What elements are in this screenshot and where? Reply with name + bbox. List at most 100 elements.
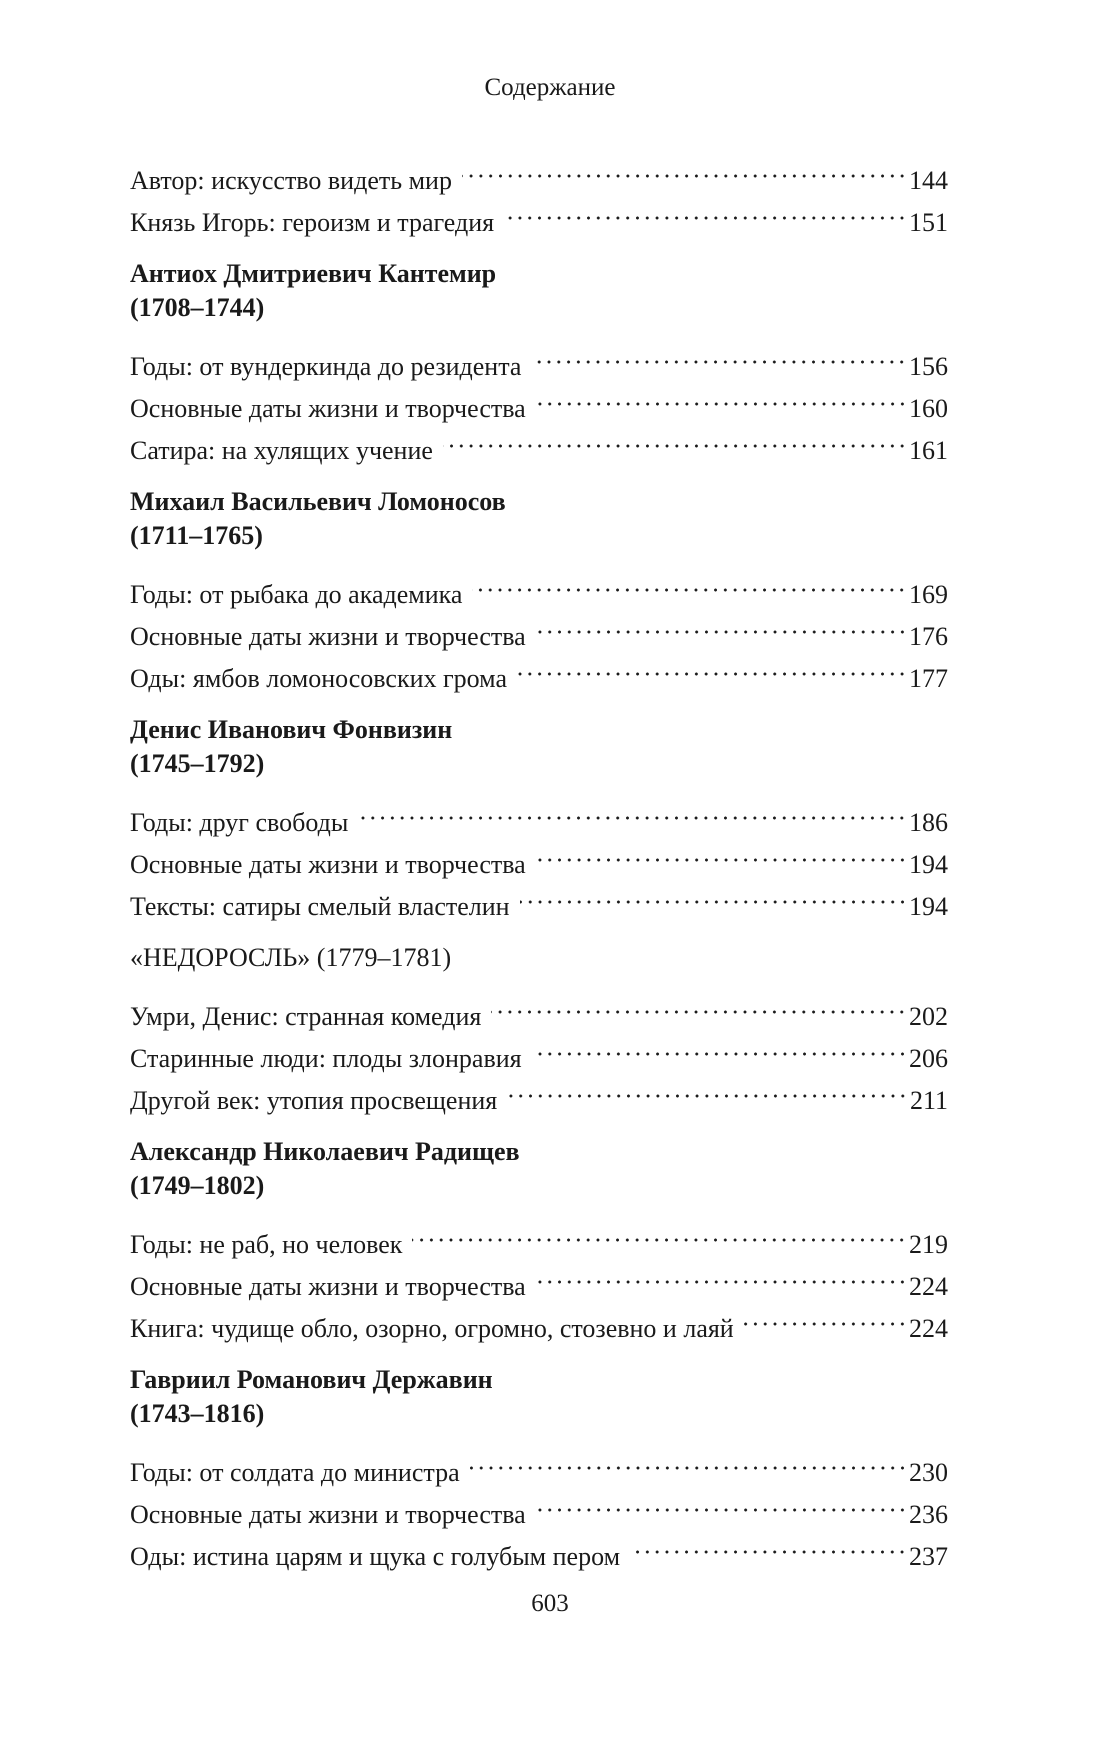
entry-page: 219: [909, 1230, 948, 1259]
toc-section: Денис Иванович Фонвизин (1745–1792) Годы: …: [130, 713, 948, 921]
section-heading-line: (1743–1816): [130, 1399, 265, 1428]
toc-entry: Основные даты жизни и творчества 160: [130, 375, 948, 423]
table-of-contents: Автор: искусство видеть мир 144 Князь Игор…: [130, 147, 948, 1571]
dot-leader: [442, 417, 909, 459]
entry-title: Сатира: на хулящих учение: [130, 436, 433, 465]
dot-leader: [535, 831, 909, 873]
toc-entry: Годы: от вундеркинда до резидента 156: [130, 333, 948, 381]
entry-title: Другой век: утопия просвещения: [130, 1086, 498, 1115]
toc-entry: Умри, Денис: странная комедия 202: [130, 983, 948, 1031]
entry-title: Оды: истина царям и щука с голубым пером: [130, 1542, 621, 1571]
toc-entry: Основные даты жизни и творчества 194: [130, 831, 948, 879]
entry-page: 236: [909, 1500, 948, 1529]
section-heading-line: Денис Иванович Фонвизин: [130, 715, 453, 744]
toc-entry: Старинные люди: плоды злонравия 206: [130, 1025, 948, 1073]
dot-leader: [507, 1067, 910, 1109]
section-heading-line: (1711–1765): [130, 521, 263, 550]
toc-entry: Тексты: сатиры смелый властелин 194: [130, 873, 948, 921]
dot-leader: [743, 1295, 909, 1337]
entry-page: 156: [909, 352, 948, 381]
entry-page: 206: [909, 1044, 948, 1073]
toc-entry: Основные даты жизни и творчества 176: [130, 603, 948, 651]
dot-leader: [531, 333, 909, 375]
entry-page: 160: [909, 394, 948, 423]
toc-entry: Основные даты жизни и творчества 236: [130, 1481, 948, 1529]
section-heading-line: Антиох Дмитриевич Кантемир: [130, 259, 497, 288]
dot-leader: [504, 189, 909, 231]
entry-title: Основные даты жизни и творчества: [130, 1500, 526, 1529]
toc-section: «НЕДОРОСЛЬ» (1779–1781) Умри, Денис: стра…: [130, 941, 948, 1115]
entry-page: 144: [909, 166, 948, 195]
entry-title: Автор: искусство видеть мир: [130, 166, 452, 195]
entry-title: Годы: от вундеркинда до резидента: [130, 352, 522, 381]
section-heading-line: (1749–1802): [130, 1171, 265, 1200]
dot-leader: [535, 1481, 909, 1523]
dot-leader: [630, 1523, 909, 1565]
section-heading-line: Михаил Васильевич Ломоносов: [130, 487, 506, 516]
entry-title: Основные даты жизни и творчества: [130, 394, 526, 423]
toc-entry: Основные даты жизни и творчества 224: [130, 1253, 948, 1301]
entry-page: 224: [909, 1272, 948, 1301]
entry-page: 151: [909, 208, 948, 237]
toc-section: Антиох Дмитриевич Кантемир (1708–1744) Год…: [130, 257, 948, 465]
dot-leader: [531, 1025, 909, 1067]
section-heading: Александр Николаевич Радищев (1749–1802): [130, 1135, 948, 1203]
dot-leader: [412, 1211, 909, 1253]
toc-entry: Другой век: утопия просвещения 211: [130, 1067, 948, 1115]
entry-page: 194: [909, 850, 948, 879]
section-heading: Гавриил Романович Державин (1743–1816): [130, 1363, 948, 1431]
entry-page: 176: [909, 622, 948, 651]
toc-entry: Годы: не раб, но человек 219: [130, 1211, 948, 1259]
entry-page: 194: [909, 892, 948, 921]
entry-page: 169: [909, 580, 948, 609]
toc-section: Михаил Васильевич Ломоносов (1711–1765) Го…: [130, 485, 948, 693]
dot-leader: [535, 375, 909, 417]
entry-title: Тексты: сатиры смелый властелин: [130, 892, 510, 921]
toc-entry: Сатира: на хулящих учение 161: [130, 417, 948, 465]
entry-title: Основные даты жизни и творчества: [130, 850, 526, 879]
section-heading-line: Александр Николаевич Радищев: [130, 1137, 520, 1166]
running-head: Содержание: [484, 74, 616, 101]
section-heading-line: (1708–1744): [130, 293, 265, 322]
toc-entry: Оды: ямбов ломоносовских грома 177: [130, 645, 948, 693]
entry-title: Князь Игорь: героизм и трагедия: [130, 208, 495, 237]
entry-page: 237: [909, 1542, 948, 1571]
entry-page: 177: [909, 664, 948, 693]
entry-title: Основные даты жизни и творчества: [130, 1272, 526, 1301]
toc-entry: Книга: чудище обло, озорно, огромно, сто…: [130, 1295, 948, 1343]
dot-leader: [519, 873, 909, 915]
toc-entry: Годы: друг свободы 186: [130, 789, 948, 837]
toc-entry: Годы: от рыбака до академика 169: [130, 561, 948, 609]
entry-page: 224: [909, 1314, 948, 1343]
section-heading-line: Гавриил Романович Державин: [130, 1365, 493, 1394]
entry-page: 202: [909, 1002, 948, 1031]
dot-leader: [461, 147, 909, 189]
entry-page: 211: [909, 1086, 948, 1115]
section-heading: Денис Иванович Фонвизин (1745–1792): [130, 713, 948, 781]
dot-leader: [535, 603, 909, 645]
dot-leader: [535, 1253, 909, 1295]
entry-title: Годы: от рыбака до академика: [130, 580, 463, 609]
toc-entry: Автор: искусство видеть мир 144: [130, 147, 948, 195]
section-heading-line: «НЕДОРОСЛЬ» (1779–1781): [130, 943, 452, 972]
section-heading: «НЕДОРОСЛЬ» (1779–1781): [130, 941, 948, 975]
entry-page: 186: [909, 808, 948, 837]
entry-title: Основные даты жизни и творчества: [130, 622, 526, 651]
dot-leader: [469, 1439, 909, 1481]
dot-leader: [517, 645, 909, 687]
entry-title: Старинные люди: плоды злонравия: [130, 1044, 522, 1073]
toc-section: Автор: искусство видеть мир 144 Князь Игор…: [130, 147, 948, 237]
toc-section: Гавриил Романович Державин (1743–1816) Год…: [130, 1363, 948, 1571]
entry-title: Годы: не раб, но человек: [130, 1230, 403, 1259]
entry-title: Книга: чудище обло, озорно, огромно, сто…: [130, 1314, 734, 1343]
section-heading: Антиох Дмитриевич Кантемир (1708–1744): [130, 257, 948, 325]
entry-page: 230: [909, 1458, 948, 1487]
toc-section: Александр Николаевич Радищев (1749–1802) Г…: [130, 1135, 948, 1343]
entry-page: 161: [909, 436, 948, 465]
dot-leader: [358, 789, 909, 831]
dot-leader: [491, 983, 909, 1025]
entry-title: Оды: ямбов ломоносовских грома: [130, 664, 507, 693]
entry-title: Годы: друг свободы: [130, 808, 349, 837]
section-heading: Михаил Васильевич Ломоносов (1711–1765): [130, 485, 948, 553]
section-heading-line: (1745–1792): [130, 749, 265, 778]
